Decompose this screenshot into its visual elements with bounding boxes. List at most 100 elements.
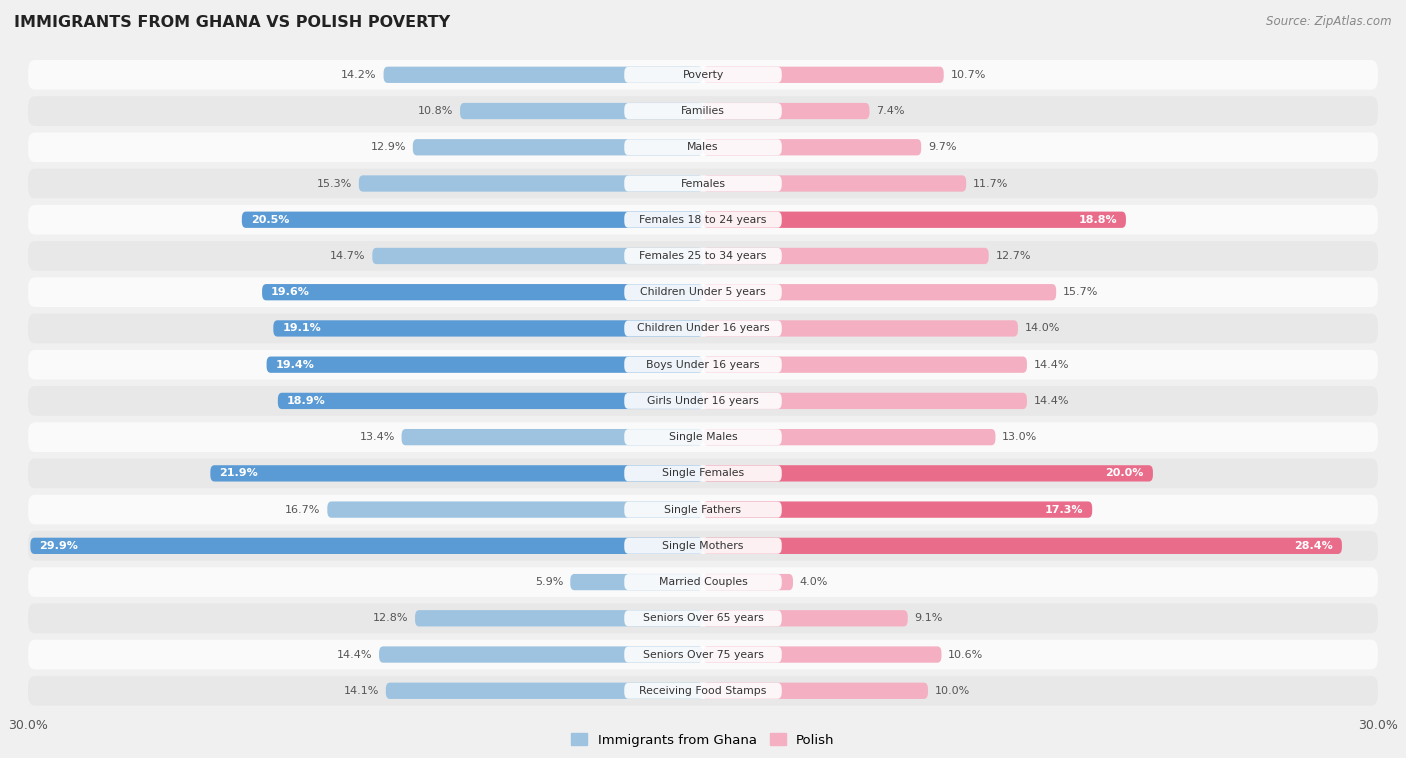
Text: 16.7%: 16.7% — [285, 505, 321, 515]
Text: 15.3%: 15.3% — [316, 178, 352, 189]
Text: 18.8%: 18.8% — [1078, 215, 1116, 224]
FancyBboxPatch shape — [703, 465, 1153, 481]
Text: 13.0%: 13.0% — [1002, 432, 1038, 442]
FancyBboxPatch shape — [402, 429, 703, 445]
FancyBboxPatch shape — [703, 321, 1018, 337]
FancyBboxPatch shape — [624, 176, 782, 192]
Text: Males: Males — [688, 143, 718, 152]
FancyBboxPatch shape — [211, 465, 703, 481]
FancyBboxPatch shape — [28, 168, 1378, 199]
Text: 9.1%: 9.1% — [914, 613, 943, 623]
FancyBboxPatch shape — [28, 422, 1378, 452]
FancyBboxPatch shape — [703, 502, 1092, 518]
FancyBboxPatch shape — [703, 103, 869, 119]
FancyBboxPatch shape — [413, 139, 703, 155]
Text: Boys Under 16 years: Boys Under 16 years — [647, 360, 759, 370]
Text: 14.4%: 14.4% — [1033, 396, 1069, 406]
FancyBboxPatch shape — [28, 314, 1378, 343]
Text: 4.0%: 4.0% — [800, 577, 828, 587]
Text: 20.0%: 20.0% — [1105, 468, 1144, 478]
FancyBboxPatch shape — [242, 211, 703, 228]
Text: 14.4%: 14.4% — [337, 650, 373, 659]
FancyBboxPatch shape — [624, 393, 782, 409]
FancyBboxPatch shape — [373, 248, 703, 264]
FancyBboxPatch shape — [384, 67, 703, 83]
Text: 12.8%: 12.8% — [373, 613, 408, 623]
FancyBboxPatch shape — [624, 248, 782, 264]
Text: 21.9%: 21.9% — [219, 468, 259, 478]
FancyBboxPatch shape — [703, 284, 1056, 300]
FancyBboxPatch shape — [703, 248, 988, 264]
Text: 17.3%: 17.3% — [1045, 505, 1083, 515]
FancyBboxPatch shape — [28, 676, 1378, 706]
Text: 14.4%: 14.4% — [1033, 360, 1069, 370]
FancyBboxPatch shape — [703, 683, 928, 699]
FancyBboxPatch shape — [28, 459, 1378, 488]
FancyBboxPatch shape — [28, 96, 1378, 126]
Text: Children Under 16 years: Children Under 16 years — [637, 324, 769, 334]
FancyBboxPatch shape — [624, 284, 782, 300]
Text: Poverty: Poverty — [682, 70, 724, 80]
Text: 12.7%: 12.7% — [995, 251, 1031, 261]
FancyBboxPatch shape — [31, 537, 703, 554]
FancyBboxPatch shape — [28, 603, 1378, 633]
Text: 29.9%: 29.9% — [39, 541, 79, 551]
FancyBboxPatch shape — [703, 211, 1126, 228]
Text: Source: ZipAtlas.com: Source: ZipAtlas.com — [1267, 15, 1392, 28]
Text: Families: Families — [681, 106, 725, 116]
FancyBboxPatch shape — [624, 574, 782, 590]
FancyBboxPatch shape — [624, 357, 782, 373]
FancyBboxPatch shape — [28, 386, 1378, 415]
FancyBboxPatch shape — [703, 647, 942, 662]
FancyBboxPatch shape — [624, 139, 782, 155]
FancyBboxPatch shape — [28, 350, 1378, 380]
Text: 18.9%: 18.9% — [287, 396, 326, 406]
FancyBboxPatch shape — [624, 683, 782, 699]
Text: 10.8%: 10.8% — [418, 106, 453, 116]
FancyBboxPatch shape — [624, 67, 782, 83]
Text: Females 25 to 34 years: Females 25 to 34 years — [640, 251, 766, 261]
Text: 9.7%: 9.7% — [928, 143, 956, 152]
FancyBboxPatch shape — [624, 211, 782, 227]
Text: 14.0%: 14.0% — [1025, 324, 1060, 334]
FancyBboxPatch shape — [703, 139, 921, 155]
Text: 14.2%: 14.2% — [342, 70, 377, 80]
FancyBboxPatch shape — [571, 574, 703, 590]
FancyBboxPatch shape — [359, 175, 703, 192]
FancyBboxPatch shape — [624, 502, 782, 518]
FancyBboxPatch shape — [460, 103, 703, 119]
FancyBboxPatch shape — [624, 321, 782, 337]
FancyBboxPatch shape — [262, 284, 703, 300]
Text: 14.1%: 14.1% — [343, 686, 380, 696]
Text: Single Mothers: Single Mothers — [662, 541, 744, 551]
FancyBboxPatch shape — [703, 574, 793, 590]
Text: Females: Females — [681, 178, 725, 189]
FancyBboxPatch shape — [703, 175, 966, 192]
Text: 10.7%: 10.7% — [950, 70, 986, 80]
Text: Receiving Food Stamps: Receiving Food Stamps — [640, 686, 766, 696]
FancyBboxPatch shape — [28, 205, 1378, 234]
Text: 14.7%: 14.7% — [330, 251, 366, 261]
Legend: Immigrants from Ghana, Polish: Immigrants from Ghana, Polish — [567, 728, 839, 752]
Text: Children Under 5 years: Children Under 5 years — [640, 287, 766, 297]
Text: Single Fathers: Single Fathers — [665, 505, 741, 515]
FancyBboxPatch shape — [28, 640, 1378, 669]
Text: Single Females: Single Females — [662, 468, 744, 478]
FancyBboxPatch shape — [267, 356, 703, 373]
Text: Single Males: Single Males — [669, 432, 737, 442]
Text: Females 18 to 24 years: Females 18 to 24 years — [640, 215, 766, 224]
FancyBboxPatch shape — [28, 60, 1378, 89]
Text: 5.9%: 5.9% — [536, 577, 564, 587]
Text: 7.4%: 7.4% — [876, 106, 904, 116]
FancyBboxPatch shape — [703, 610, 908, 626]
Text: 12.9%: 12.9% — [371, 143, 406, 152]
FancyBboxPatch shape — [703, 537, 1341, 554]
FancyBboxPatch shape — [273, 321, 703, 337]
Text: 19.6%: 19.6% — [271, 287, 309, 297]
Text: 20.5%: 20.5% — [250, 215, 290, 224]
FancyBboxPatch shape — [28, 133, 1378, 162]
Text: 13.4%: 13.4% — [360, 432, 395, 442]
FancyBboxPatch shape — [28, 241, 1378, 271]
Text: 10.0%: 10.0% — [935, 686, 970, 696]
Text: 15.7%: 15.7% — [1063, 287, 1098, 297]
